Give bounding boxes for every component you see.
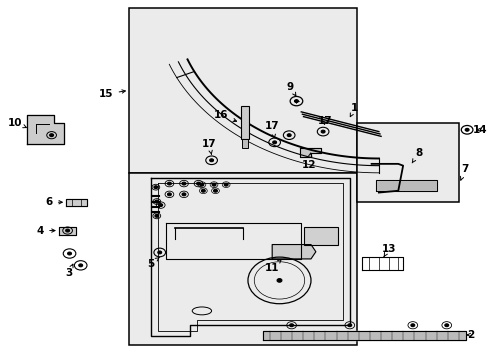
Circle shape (410, 324, 414, 327)
Text: 6: 6 (45, 197, 62, 207)
Circle shape (79, 264, 82, 267)
Circle shape (464, 129, 468, 131)
Circle shape (155, 215, 159, 217)
Circle shape (67, 252, 71, 255)
Text: 17: 17 (202, 139, 216, 155)
Text: 15: 15 (99, 89, 125, 99)
Circle shape (155, 200, 159, 203)
Circle shape (272, 141, 276, 144)
Polygon shape (300, 148, 320, 157)
Circle shape (200, 183, 203, 186)
Circle shape (213, 189, 217, 192)
Text: 2: 2 (466, 330, 474, 340)
Circle shape (321, 130, 325, 133)
Text: 5: 5 (147, 257, 159, 269)
Bar (303, 226, 337, 244)
Circle shape (167, 193, 171, 196)
Circle shape (289, 324, 293, 327)
Polygon shape (272, 244, 315, 259)
Circle shape (158, 251, 162, 254)
Circle shape (159, 204, 163, 207)
Text: 17: 17 (264, 121, 279, 138)
Text: 7: 7 (460, 164, 468, 180)
Circle shape (196, 182, 200, 185)
Polygon shape (262, 330, 465, 339)
Circle shape (50, 134, 53, 136)
Circle shape (167, 182, 171, 185)
Text: 8: 8 (411, 148, 422, 163)
Bar (129, 8, 356, 173)
Bar (240, 107, 249, 139)
Text: 1: 1 (349, 103, 358, 117)
Bar (356, 123, 458, 202)
Text: 17: 17 (318, 116, 332, 126)
Circle shape (286, 134, 290, 136)
Bar (129, 173, 356, 345)
Circle shape (444, 324, 448, 327)
Text: 11: 11 (264, 260, 281, 273)
Circle shape (212, 183, 216, 186)
Circle shape (154, 186, 158, 189)
Circle shape (224, 183, 227, 186)
Polygon shape (376, 180, 436, 191)
Circle shape (201, 189, 205, 192)
Bar (241, 139, 248, 148)
Text: 14: 14 (471, 125, 486, 135)
Text: 16: 16 (214, 111, 236, 122)
Text: 10: 10 (8, 118, 26, 128)
Circle shape (277, 279, 281, 282)
Text: 9: 9 (286, 82, 295, 96)
Text: 3: 3 (65, 264, 73, 278)
Text: 13: 13 (381, 244, 395, 257)
Text: 4: 4 (37, 226, 55, 235)
Polygon shape (66, 199, 87, 206)
Polygon shape (59, 226, 76, 234)
Circle shape (182, 193, 185, 196)
Circle shape (65, 229, 69, 232)
Circle shape (347, 324, 351, 327)
Polygon shape (27, 116, 63, 144)
Circle shape (209, 159, 213, 162)
Circle shape (294, 100, 298, 103)
Circle shape (182, 182, 185, 185)
Text: 12: 12 (301, 153, 315, 170)
